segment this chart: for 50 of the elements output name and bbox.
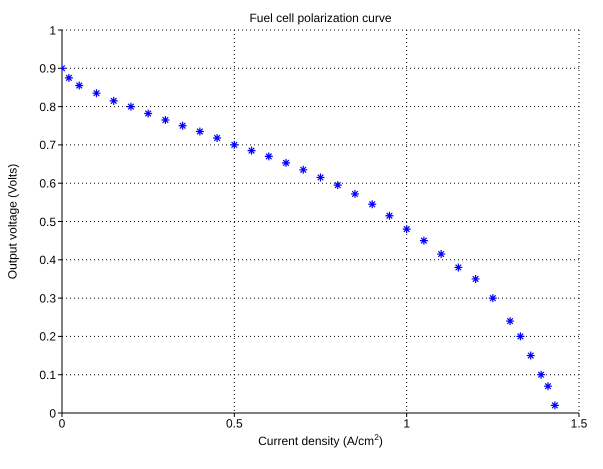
x-tick-label: 1.5	[570, 416, 588, 431]
point	[264, 152, 274, 161]
point	[454, 262, 463, 272]
y-tick-label: 0.2	[39, 330, 56, 344]
point	[505, 316, 515, 326]
point	[526, 350, 536, 360]
point	[281, 158, 291, 168]
point	[74, 80, 84, 90]
point	[350, 189, 360, 199]
point	[195, 126, 204, 136]
point	[516, 332, 526, 341]
y-tick-label: 0.6	[39, 176, 56, 190]
chart-title: Fuel cell polarization curve	[249, 11, 392, 25]
point	[419, 236, 428, 246]
y-tick-label: 0.4	[39, 253, 56, 268]
y-tick-label: 0.5	[39, 214, 56, 229]
point	[543, 382, 553, 391]
y-axis-title: Output voltage (Volts)	[5, 164, 20, 280]
point	[436, 249, 446, 259]
point	[230, 140, 239, 150]
y-tick-label: 0.9	[39, 62, 56, 76]
y-tick-label: 0.7	[39, 138, 56, 152]
y-tick-label: 0.8	[39, 100, 56, 114]
point	[384, 211, 394, 220]
y-tick-label: 1	[49, 23, 56, 38]
y-tick-label: 0	[49, 406, 56, 420]
point	[368, 200, 377, 209]
point	[246, 146, 256, 156]
x-tick-label: 0.5	[226, 416, 243, 431]
point	[160, 115, 170, 125]
point	[126, 102, 136, 112]
y-tick-label: 0.3	[39, 291, 56, 306]
point	[144, 108, 153, 118]
point	[109, 96, 118, 106]
x-tick-label: 1	[403, 416, 410, 431]
y-tick-label: 0.1	[39, 368, 56, 382]
point	[212, 133, 222, 143]
point	[471, 274, 480, 284]
point	[178, 121, 188, 130]
point	[333, 180, 342, 190]
point	[92, 88, 102, 98]
point	[488, 294, 498, 303]
point	[550, 400, 560, 410]
x-axis-title: Current density (A/cm$^{2}$)	[258, 432, 383, 448]
point	[402, 224, 412, 234]
point	[316, 172, 326, 182]
point	[536, 370, 546, 380]
x-tick-label: 0	[58, 416, 66, 431]
point	[64, 73, 74, 82]
point	[298, 165, 308, 174]
